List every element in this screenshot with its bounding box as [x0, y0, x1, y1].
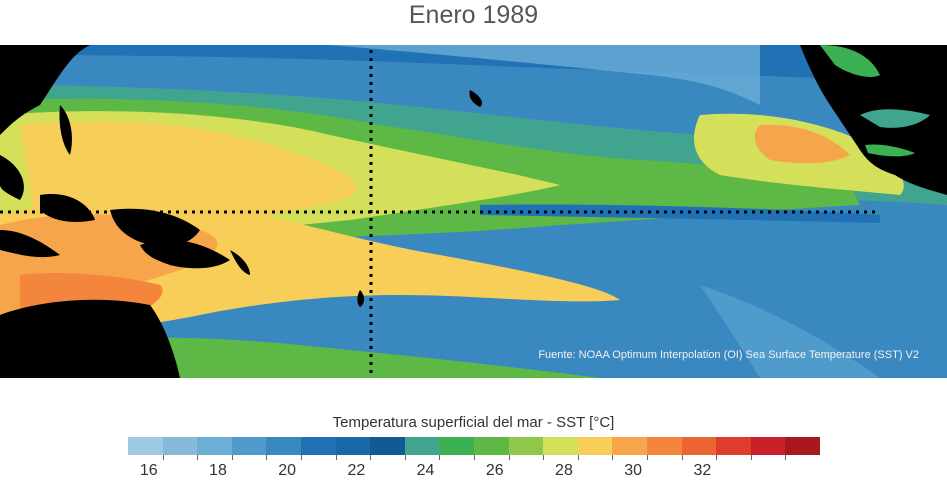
colorbar-tick — [577, 455, 579, 460]
colorbar-ticks — [128, 455, 820, 461]
colorbar-tick — [370, 455, 372, 460]
chart-title: Enero 1989 — [408, 1, 539, 29]
colorbar-tick — [266, 455, 268, 460]
colorbar-tick-label: 18 — [209, 462, 227, 479]
colorbar-tick — [750, 455, 752, 460]
colorbar-segment — [300, 437, 336, 455]
colorbar-segment — [439, 437, 474, 455]
colorbar-tick — [508, 455, 510, 460]
colorbar-segment — [681, 437, 717, 455]
colorbar-tick-label: 20 — [278, 462, 297, 479]
colorbar-segment — [577, 437, 613, 455]
colorbar-segment — [197, 437, 232, 455]
colorbar-segment — [646, 437, 682, 455]
colorbar-tick-label: 28 — [555, 462, 573, 479]
colorbar-segment — [785, 437, 820, 455]
colorbar-segment — [750, 437, 786, 455]
colorbar — [128, 437, 820, 455]
colorbar-tick — [612, 455, 614, 460]
colorbar-segment — [612, 437, 647, 455]
colorbar-tick — [301, 455, 302, 460]
colorbar-tick-labels: 16 18 20 22 24 26 28 30 32 — [128, 462, 820, 480]
colorbar-segment — [473, 437, 509, 455]
colorbar-tick-label: 26 — [485, 462, 504, 479]
colorbar-segment — [508, 437, 544, 455]
colorbar-tick — [647, 455, 648, 460]
colorbar-segment — [266, 437, 301, 455]
colorbar-tick — [439, 455, 441, 460]
colorbar-tick — [543, 455, 545, 460]
colorbar-tick-label: 22 — [347, 462, 366, 479]
colorbar-tick — [335, 455, 337, 460]
colorbar-tick — [716, 455, 718, 460]
data-source-note: Fuente: NOAA Optimum Interpolation (OI) … — [538, 349, 919, 361]
colorbar-tick — [197, 455, 199, 460]
colorbar-tick — [785, 455, 787, 460]
colorbar-tick — [231, 455, 233, 460]
colorbar-segment — [128, 437, 163, 455]
colorbar-segment — [162, 437, 198, 455]
colorbar-tick-label: 24 — [416, 462, 435, 479]
colorbar-segment — [335, 437, 371, 455]
sst-map — [0, 45, 947, 378]
colorbar-tick-label: 16 — [139, 462, 158, 479]
colorbar-tick — [474, 455, 475, 460]
colorbar-tick-label: 32 — [693, 462, 712, 479]
colorbar-segment — [543, 437, 578, 455]
colorbar-segment — [404, 437, 440, 455]
colorbar-title: Temperatura superficial del mar - SST [°… — [332, 414, 615, 431]
colorbar-tick — [162, 455, 164, 460]
colorbar-tick — [681, 455, 683, 460]
colorbar-segment — [370, 437, 405, 455]
colorbar-tick — [404, 455, 406, 460]
colorbar-tick-label: 30 — [624, 462, 643, 479]
colorbar-segment — [231, 437, 267, 455]
colorbar-segment — [716, 437, 751, 455]
